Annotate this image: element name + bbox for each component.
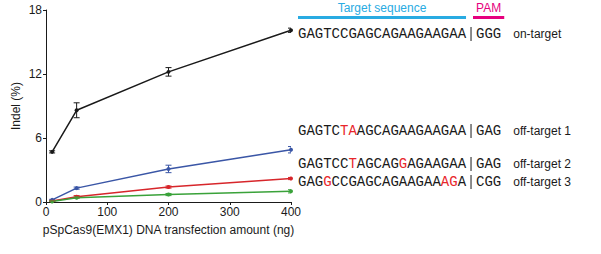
svg-text:on-target: on-target (513, 27, 562, 41)
svg-text:Indel (%): Indel (%) (9, 82, 23, 130)
svg-text:AGCAG: AGCAG (357, 156, 399, 172)
svg-text:PAM: PAM (476, 1, 501, 15)
svg-text:G: G (323, 174, 331, 190)
svg-text:0: 0 (43, 205, 50, 219)
svg-text:CGG: CGG (476, 174, 501, 190)
svg-text:AG: AG (441, 174, 458, 190)
svg-text:AGCAGAAGAAGAA: AGCAGAAGAAGAA (357, 123, 467, 139)
svg-text:GAG: GAG (298, 174, 323, 190)
svg-text:GAGTCCGAGCAGAAGAAGAA: GAGTCCGAGCAGAAGAAGAA (298, 26, 467, 42)
svg-text:18: 18 (29, 3, 43, 17)
svg-text:GAG: GAG (476, 123, 501, 139)
svg-text:400: 400 (281, 205, 301, 219)
svg-text:GAGTC: GAGTC (298, 123, 340, 139)
svg-text:CCGAGCAGAAGAA: CCGAGCAGAAGAA (332, 174, 442, 190)
svg-text:off-target 3: off-target 3 (513, 175, 571, 189)
svg-text:AGAAGAA: AGAAGAA (407, 156, 466, 172)
svg-text:GGG: GGG (476, 26, 501, 42)
svg-text:G: G (399, 156, 407, 172)
svg-text:Target sequence: Target sequence (338, 1, 427, 15)
svg-text:T: T (348, 156, 356, 172)
svg-text:off-target 2: off-target 2 (513, 157, 571, 171)
svg-text:GAGTCC: GAGTCC (298, 156, 348, 172)
svg-text:6: 6 (35, 131, 42, 145)
svg-text:200: 200 (158, 205, 178, 219)
svg-text:0: 0 (35, 195, 42, 209)
svg-text:pSpCas9(EMX1) DNA transfection: pSpCas9(EMX1) DNA transfection amount (n… (43, 223, 294, 237)
svg-text:A: A (458, 174, 467, 190)
svg-text:100: 100 (97, 205, 117, 219)
svg-text:off-target 1: off-target 1 (513, 124, 571, 138)
svg-text:TA: TA (340, 123, 357, 139)
svg-text:12: 12 (29, 67, 43, 81)
svg-text:300: 300 (220, 205, 240, 219)
svg-text:GAG: GAG (476, 156, 501, 172)
